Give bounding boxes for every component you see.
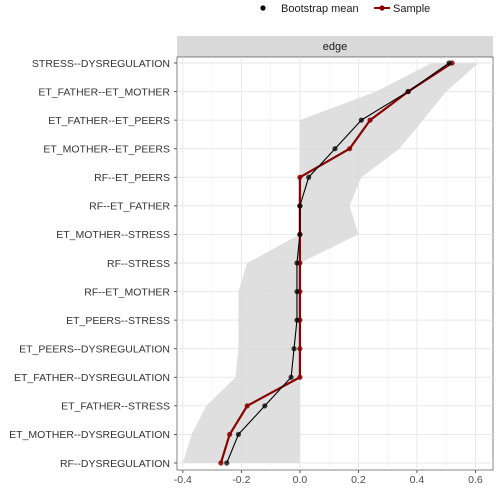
data-point-bootstrap-mean bbox=[306, 174, 312, 180]
data-point-bootstrap-mean bbox=[332, 146, 338, 152]
data-point-bootstrap-mean bbox=[288, 374, 294, 380]
y-tick-label: ET_FATHER--ET_MOTHER bbox=[38, 86, 170, 98]
y-tick-label: RF--ET_FATHER bbox=[89, 201, 170, 213]
y-tick-label: ET_PEERS--DYSREGULATION bbox=[19, 344, 170, 356]
data-point-bootstrap-mean bbox=[224, 460, 230, 466]
data-point-bootstrap-mean bbox=[297, 203, 303, 209]
data-point-sample bbox=[297, 374, 303, 380]
data-point-bootstrap-mean bbox=[294, 260, 300, 266]
y-tick-label: RF--DYSREGULATION bbox=[60, 458, 170, 470]
y-tick-label: ET_FATHER--STRESS bbox=[61, 401, 170, 413]
data-point-sample bbox=[244, 403, 250, 409]
data-point-sample bbox=[367, 117, 373, 123]
y-tick-label-layer: STRESS--DYSREGULATION ET_FATHER--ET_MOTHE… bbox=[9, 58, 177, 470]
data-point-sample bbox=[297, 346, 303, 352]
y-tick-label: ET_FATHER--ET_PEERS bbox=[48, 115, 170, 127]
x-tick-label: 0.6 bbox=[468, 474, 483, 484]
data-point-bootstrap-mean bbox=[294, 317, 300, 323]
data-point-bootstrap-mean bbox=[358, 117, 364, 123]
data-point-bootstrap-mean bbox=[405, 88, 411, 95]
y-tick-label: RF--ET_MOTHER bbox=[84, 286, 170, 298]
y-tick-label: ET_PEERS--STRESS bbox=[66, 315, 170, 327]
x-tick-label: -0.4 bbox=[174, 474, 192, 484]
data-point-bootstrap-mean bbox=[294, 288, 300, 295]
x-tick-label: -0.2 bbox=[232, 474, 250, 484]
ci-band bbox=[182, 63, 479, 463]
data-point-sample bbox=[227, 431, 233, 438]
data-point-bootstrap-mean bbox=[446, 60, 452, 66]
x-tick-label: 0.2 bbox=[351, 474, 366, 484]
legend-label-sample: Sample bbox=[393, 3, 430, 15]
data-point-sample bbox=[297, 174, 303, 180]
x-tick-label: 0.4 bbox=[410, 474, 425, 484]
series-layer bbox=[218, 60, 455, 466]
y-tick-label: ET_FATHER--DYSREGULATION bbox=[14, 372, 170, 384]
ci-band-layer bbox=[182, 63, 479, 463]
y-tick-label: ET_MOTHER--DYSREGULATION bbox=[9, 429, 170, 441]
y-tick-label: RF--STRESS bbox=[107, 258, 170, 270]
legend: Bootstrap mean Sample bbox=[260, 3, 430, 15]
y-tick-label: ET_MOTHER--STRESS bbox=[56, 229, 170, 241]
data-point-bootstrap-mean bbox=[297, 231, 303, 238]
data-point-bootstrap-mean bbox=[262, 403, 268, 409]
data-point-sample bbox=[347, 146, 353, 152]
facet-strip-label: edge bbox=[323, 41, 347, 53]
data-point-bootstrap-mean bbox=[291, 346, 297, 352]
facet-strip bbox=[177, 36, 493, 57]
y-tick-label: ET_MOTHER--ET_PEERS bbox=[43, 144, 170, 156]
y-tick-label: RF--ET_PEERS bbox=[94, 172, 170, 184]
data-point-bootstrap-mean bbox=[235, 431, 242, 438]
data-point-sample bbox=[218, 460, 224, 466]
y-tick-label: STRESS--DYSREGULATION bbox=[32, 58, 170, 70]
x-tick-label: 0.0 bbox=[293, 474, 308, 484]
legend-marker-sample bbox=[379, 5, 385, 11]
x-tick-label-layer: -0.4 -0.2 0.0 0.2 0.4 0.6 bbox=[174, 470, 483, 486]
legend-label-bootstrap-mean: Bootstrap mean bbox=[281, 3, 359, 15]
legend-marker-bootstrap-mean bbox=[260, 5, 266, 11]
